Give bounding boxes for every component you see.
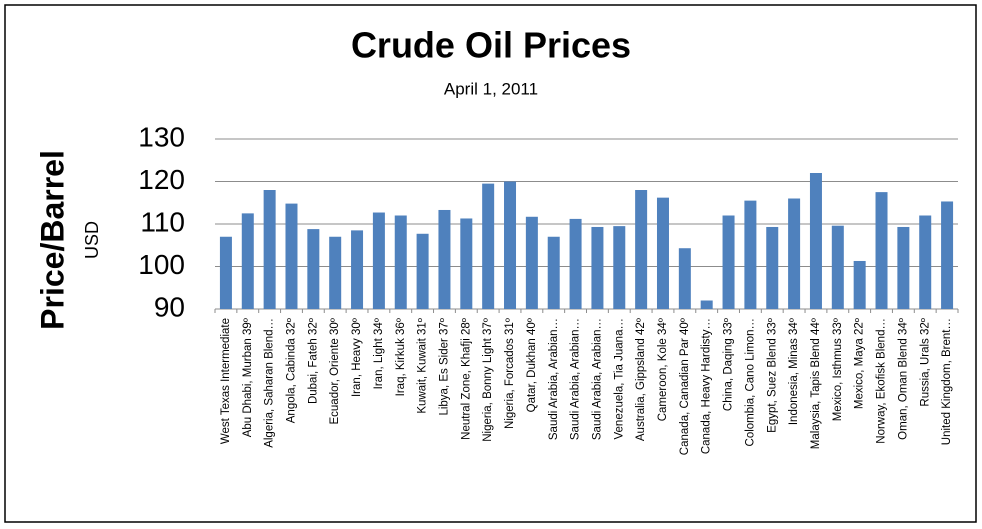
bar [307, 229, 320, 309]
bar [722, 215, 735, 309]
bar [919, 215, 932, 309]
bar [875, 192, 888, 309]
bar [591, 226, 604, 309]
bar [635, 190, 648, 309]
y-tick-label: 120 [138, 164, 185, 195]
x-tick-label: Mexico, Maya 22º [854, 317, 866, 409]
x-tick-label: Russia, Urals 32º [919, 317, 931, 406]
x-tick-label: Egypt, Suez Blend 33º [766, 317, 778, 433]
bar [482, 183, 495, 309]
x-tick-label: Australia, Gippsland 42º [635, 317, 647, 441]
x-tick-label: Mexico, Isthmus 33º [832, 317, 844, 421]
bar [897, 226, 910, 309]
x-tick-label: Nigeria, Bonny Light 37º [482, 317, 494, 442]
bar [525, 216, 538, 309]
bar [613, 226, 626, 309]
bar [678, 248, 691, 309]
bar [219, 236, 232, 309]
x-tick-label: Nigeria, Forcados 31º [504, 317, 516, 429]
bar [416, 233, 429, 309]
bar [831, 225, 844, 309]
bar [569, 218, 582, 309]
bar [263, 190, 276, 309]
x-tick-label: Libya, Es Sider 37º [438, 317, 450, 415]
x-tick-label: Abu Dhabi, Murban 39º [242, 317, 254, 437]
bar [700, 300, 713, 309]
x-tick-label: Cameroon, Kole 34º [657, 317, 669, 421]
bar [372, 212, 385, 309]
y-tick-label: 130 [138, 121, 185, 152]
x-tick-label: Iran, Heavy 30º [351, 317, 363, 397]
x-tick-label: Malaysia, Tapis Blend 44º [810, 317, 822, 449]
chart-subtitle: April 1, 2011 [444, 79, 538, 98]
y-axis-title: Price/Barrel [34, 150, 70, 330]
x-tick-label: Algeria, Saharan Blend… [264, 318, 276, 448]
y-tick-label: 90 [154, 291, 185, 322]
x-tick-label: Saudi Arabia, Arabian… [591, 318, 603, 440]
bar [853, 260, 866, 309]
x-tick-label: China, Daqing 33º [723, 317, 735, 411]
x-tick-label: West Texas Intermediate [220, 318, 232, 444]
bar [788, 198, 801, 309]
x-tick-label: Indonesia, Minas 34º [788, 317, 800, 425]
bar [941, 201, 954, 309]
bar [394, 215, 407, 309]
bar [329, 236, 342, 309]
x-tick-label: Qatar, Dukhan 40º [526, 317, 538, 412]
bar [438, 209, 451, 309]
x-tick-label: United Kingdom, Brent… [941, 318, 953, 445]
bar [766, 226, 779, 309]
bar [241, 213, 254, 309]
x-tick-label: Colombia, Cano Limon… [744, 318, 756, 446]
x-tick-label: Canada, Canadian Par 40º [679, 317, 691, 455]
bar [504, 181, 517, 309]
bar [460, 218, 473, 309]
y-tick-label: 110 [140, 206, 185, 237]
bar [656, 197, 669, 309]
y-axis-unit: USD [82, 221, 102, 259]
x-tick-label: Iraq, Kirkuk 36º [395, 317, 407, 396]
x-tick-label: Venezuela, Tia Juana… [613, 318, 625, 439]
x-tick-label: Oman, Oman Blend 34º [897, 317, 909, 440]
x-tick-label: Angola, Cabinda 32º [286, 317, 298, 423]
chart-title: Crude Oil Prices [351, 25, 631, 66]
x-tick-label: Saudi Arabia, Arabian… [570, 318, 582, 440]
y-tick-label: 100 [138, 249, 185, 280]
bar [351, 230, 364, 309]
x-tick-label: Neutral Zone, Khafji 28º [460, 317, 472, 440]
x-tick-label: Iran, Light 34º [373, 317, 385, 389]
x-tick-label: Kuwait, Kuwait 31º [417, 317, 429, 413]
bar [285, 203, 298, 309]
x-tick-label: Saudi Arabia, Arabian… [548, 318, 560, 440]
x-tick-label: Dubai, Fateh 32º [307, 317, 319, 404]
x-tick-label: Ecuador, Oriente 30º [329, 317, 341, 424]
bar [809, 173, 822, 309]
x-tick-label: Canada, Heavy Hardisty… [701, 318, 713, 454]
bar [547, 236, 560, 309]
bar [744, 200, 757, 309]
x-tick-label: Norway, Ekofisk Blend… [876, 318, 888, 444]
